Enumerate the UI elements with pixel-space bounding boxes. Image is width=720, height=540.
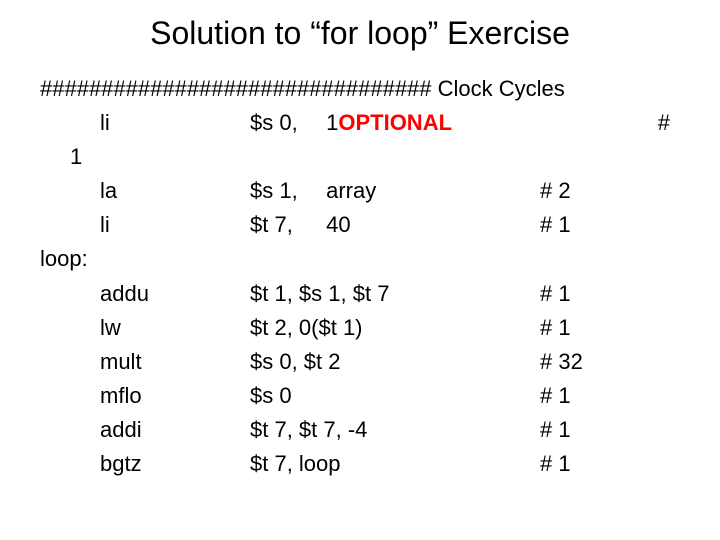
col-cyc: # 2 — [540, 174, 620, 208]
header-text: Clock Cycles — [432, 72, 565, 106]
col-label — [40, 311, 100, 345]
col-label — [40, 379, 100, 413]
optional-label: OPTIONAL — [338, 110, 452, 135]
col-label — [40, 447, 100, 481]
col-cyc: # 32 — [540, 345, 620, 379]
col-op: li — [100, 106, 250, 140]
col-args: $t 2, 0($t 1) — [250, 311, 540, 345]
col-args: $s 0 — [250, 379, 540, 413]
code-row: addu $t 1, $s 1, $t 7 # 1 — [40, 277, 680, 311]
col-arg1: $s 0, — [250, 106, 320, 140]
col-label — [40, 277, 100, 311]
header-row: ################################ Clock C… — [40, 72, 680, 106]
col-label — [40, 208, 100, 242]
col-op: addi — [100, 413, 250, 447]
label-row: 1 — [40, 140, 680, 174]
col-label — [40, 345, 100, 379]
label-1: 1 — [70, 140, 82, 174]
col-label — [40, 413, 100, 447]
code-row: li $s 0, 1OPTIONAL # — [40, 106, 680, 140]
code-row: la $s 1, array # 2 — [40, 174, 680, 208]
col-cyc: # 1 — [540, 447, 620, 481]
col-cyc: # 1 — [540, 277, 620, 311]
col-arg1: $s 1, — [250, 174, 320, 208]
label-row: loop: — [40, 242, 680, 276]
col-cyc: # 1 — [540, 208, 620, 242]
col-rest: array — [320, 174, 540, 208]
col-args: $t 7, loop — [250, 447, 540, 481]
header-hashes: ################################ — [40, 72, 432, 106]
label-loop: loop: — [40, 242, 88, 276]
col-op: addu — [100, 277, 250, 311]
code-block: ################################ Clock C… — [40, 72, 680, 481]
page-title: Solution to “for loop” Exercise — [40, 15, 680, 52]
col-op: mflo — [100, 379, 250, 413]
trailing-hash: # — [658, 106, 680, 140]
col-op: lw — [100, 311, 250, 345]
col-args: $s 0, $t 2 — [250, 345, 540, 379]
col-op: la — [100, 174, 250, 208]
col-rest: 40 — [320, 208, 540, 242]
col-args: $t 1, $s 1, $t 7 — [250, 277, 540, 311]
col-rest: 1OPTIONAL — [320, 106, 452, 140]
col-label — [40, 174, 100, 208]
code-row: bgtz $t 7, loop # 1 — [40, 447, 680, 481]
col-op: mult — [100, 345, 250, 379]
code-row: addi $t 7, $t 7, -4 # 1 — [40, 413, 680, 447]
col-label — [40, 106, 100, 140]
col-cyc: # 1 — [540, 413, 620, 447]
col-op: bgtz — [100, 447, 250, 481]
col-arg1: $t 7, — [250, 208, 320, 242]
col-args: $t 7, $t 7, -4 — [250, 413, 540, 447]
code-row: mflo $s 0 # 1 — [40, 379, 680, 413]
code-row: mult $s 0, $t 2 # 32 — [40, 345, 680, 379]
col-op: li — [100, 208, 250, 242]
arg2-prefix: 1 — [320, 110, 338, 135]
col-cyc: # 1 — [540, 379, 620, 413]
code-row: li $t 7, 40 # 1 — [40, 208, 680, 242]
col-cyc: # 1 — [540, 311, 620, 345]
code-row: lw $t 2, 0($t 1) # 1 — [40, 311, 680, 345]
